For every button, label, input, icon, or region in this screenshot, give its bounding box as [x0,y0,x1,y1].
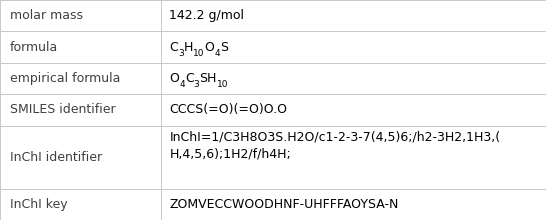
Text: O: O [169,72,179,85]
Text: S: S [220,41,228,54]
Text: CCCS(=O)(=O)O.O: CCCS(=O)(=O)O.O [169,103,287,117]
Text: empirical formula: empirical formula [10,72,120,85]
Text: InChI=1/C3H8O3S.H2O/c1-2-3-7(4,5)6;/h2-3H2,1H3,(
H,4,5,6);1H2/f/h4H;: InChI=1/C3H8O3S.H2O/c1-2-3-7(4,5)6;/h2-3… [169,130,500,160]
Text: ZOMVECCWOODHNF-UHFFFAOYSA-N: ZOMVECCWOODHNF-UHFFFAOYSA-N [169,198,399,211]
Text: InChI identifier: InChI identifier [10,151,102,164]
Text: 4: 4 [179,80,185,89]
Text: 10: 10 [193,49,205,58]
Text: 142.2 g/mol: 142.2 g/mol [169,9,244,22]
Text: molar mass: molar mass [10,9,83,22]
Text: 10: 10 [217,80,228,89]
Text: O: O [205,41,215,54]
Text: 4: 4 [215,49,220,58]
Text: formula: formula [10,41,58,54]
Text: H: H [184,41,193,54]
Text: C: C [169,41,178,54]
Text: 3: 3 [193,80,199,89]
Text: InChI key: InChI key [10,198,68,211]
Text: C: C [185,72,193,85]
Text: 3: 3 [178,49,184,58]
Text: SH: SH [199,72,217,85]
Text: SMILES identifier: SMILES identifier [10,103,115,117]
